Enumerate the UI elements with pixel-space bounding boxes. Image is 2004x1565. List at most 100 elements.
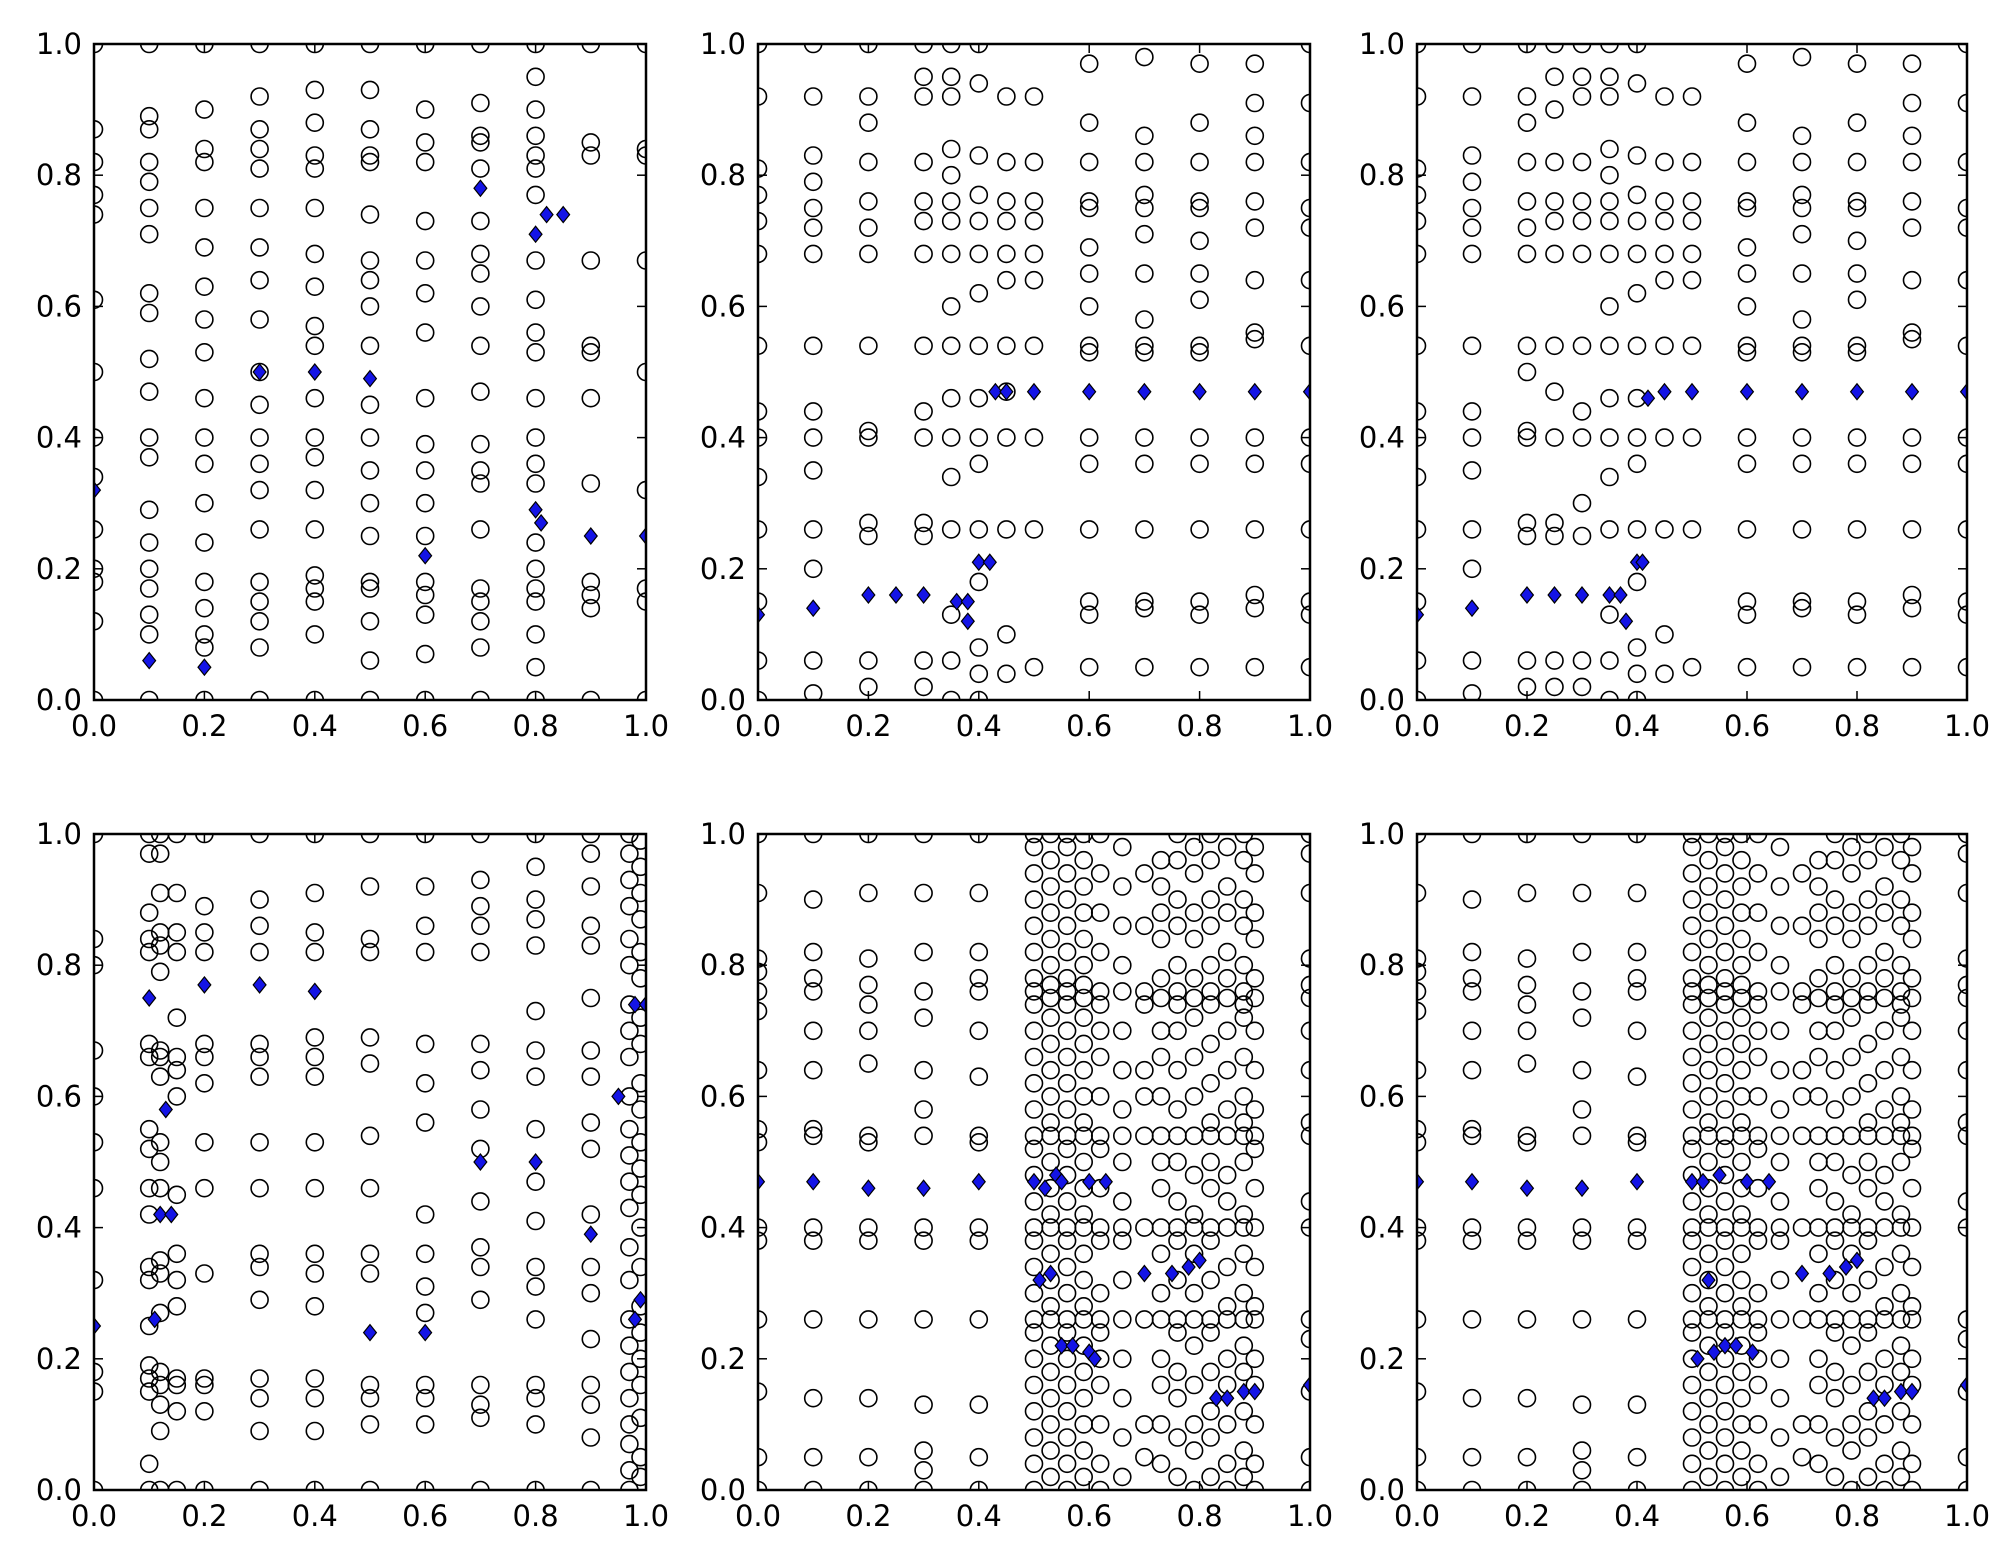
circle-point	[581, 585, 601, 605]
circle-point	[1748, 1375, 1768, 1395]
circle-point	[250, 1257, 269, 1277]
circle-point	[581, 1205, 601, 1224]
circle-point	[471, 1395, 490, 1414]
y-tick-label: 1.0	[700, 27, 746, 61]
circle-point	[636, 251, 646, 270]
circle-point	[1168, 1021, 1187, 1041]
circle-point	[758, 1382, 768, 1401]
x-tick-label: 1.0	[1287, 1499, 1333, 1533]
circle-point	[1682, 270, 1702, 290]
circle-point	[1090, 1454, 1110, 1474]
circle-point	[1417, 244, 1427, 264]
circle-point	[1090, 1047, 1110, 1067]
circle-point	[631, 1159, 646, 1178]
circle-point	[471, 244, 490, 264]
circle-point	[1245, 329, 1265, 349]
circle-point	[1682, 211, 1702, 231]
diamond-point	[307, 982, 322, 1001]
circle-point	[914, 1395, 933, 1414]
circle-point	[526, 100, 545, 119]
circle-point	[1168, 1362, 1187, 1382]
circle-point	[1809, 903, 1828, 923]
circle-point	[526, 1041, 545, 1060]
diamond-point	[158, 1100, 173, 1119]
circle-point	[1184, 988, 1204, 1008]
circle-point	[360, 44, 380, 54]
circle-point	[526, 1119, 545, 1139]
circle-point	[250, 238, 269, 257]
circle-point	[581, 388, 601, 408]
circle-point	[1234, 1087, 1254, 1106]
circle-point	[150, 834, 170, 844]
diamond-point	[1866, 1389, 1881, 1408]
circle-point	[1079, 198, 1099, 218]
circle-point	[620, 870, 639, 890]
diamond-point	[960, 612, 975, 631]
circle-point	[195, 100, 214, 119]
x-tick-label: 0.8	[513, 1499, 559, 1533]
circle-point	[1572, 1231, 1592, 1250]
circle-point	[1041, 1008, 1060, 1028]
axes-frame	[1415, 42, 1969, 702]
diamond-point	[94, 1317, 102, 1335]
circle-point	[1135, 995, 1154, 1014]
circle-point	[1600, 244, 1619, 264]
circle-point	[1517, 244, 1537, 264]
circle-point	[581, 474, 601, 493]
diamond-point	[1417, 605, 1425, 624]
circle-point	[969, 982, 989, 1001]
circle-point	[969, 968, 989, 988]
circle-point	[305, 159, 325, 178]
circle-point	[1024, 520, 1044, 539]
circle-point	[305, 625, 325, 644]
y-tick-label: 1.0	[1359, 817, 1405, 851]
circle-point	[1682, 834, 1702, 844]
circle-point	[1809, 1454, 1828, 1474]
circle-point	[1891, 1402, 1911, 1421]
circle-point	[1462, 982, 1482, 1001]
circle-point	[1462, 218, 1482, 237]
circle-point	[195, 198, 214, 218]
circle-point	[1135, 1060, 1154, 1080]
diamond-point	[142, 989, 157, 1007]
circle-point	[1809, 1375, 1828, 1395]
circle-point	[631, 1323, 646, 1342]
circle-point	[1715, 1283, 1735, 1303]
circle-point	[1792, 598, 1812, 618]
circle-point	[1168, 1388, 1187, 1408]
circle-point	[1957, 1021, 1967, 1041]
circle-point	[1041, 1205, 1060, 1224]
circle-point	[94, 572, 104, 592]
circle-point	[1462, 1447, 1482, 1467]
circle-point	[1572, 1218, 1592, 1237]
circle-point	[581, 1283, 601, 1303]
circle-point	[360, 942, 380, 962]
circle-point	[1201, 916, 1220, 936]
plot-area-5	[758, 834, 1310, 1490]
circle-point	[1682, 1100, 1702, 1119]
circle-point	[1682, 520, 1702, 539]
circle-point	[360, 526, 380, 546]
circle-point	[1545, 382, 1564, 402]
circle-point	[1024, 657, 1044, 677]
diamond-point	[1181, 1258, 1196, 1276]
circle-point	[1732, 1113, 1751, 1132]
circle-point	[1748, 1310, 1768, 1329]
circle-point	[1627, 1021, 1647, 1041]
circle-point	[1715, 1100, 1735, 1119]
circle-point	[1135, 916, 1154, 936]
circle-point	[1024, 1139, 1044, 1159]
circle-point	[1748, 1087, 1768, 1106]
circle-point	[1135, 657, 1154, 677]
circle-point	[1699, 1060, 1718, 1080]
circle-point	[803, 834, 823, 844]
circle-point	[1300, 270, 1310, 290]
circle-point	[1135, 126, 1154, 146]
circle-point	[1168, 995, 1187, 1014]
diamond-point	[806, 1172, 821, 1191]
circle-point	[1858, 955, 1878, 975]
circle-point	[1957, 844, 1967, 863]
circle-point	[859, 1388, 878, 1408]
circle-point	[94, 1178, 104, 1198]
circle-point	[471, 1375, 490, 1395]
